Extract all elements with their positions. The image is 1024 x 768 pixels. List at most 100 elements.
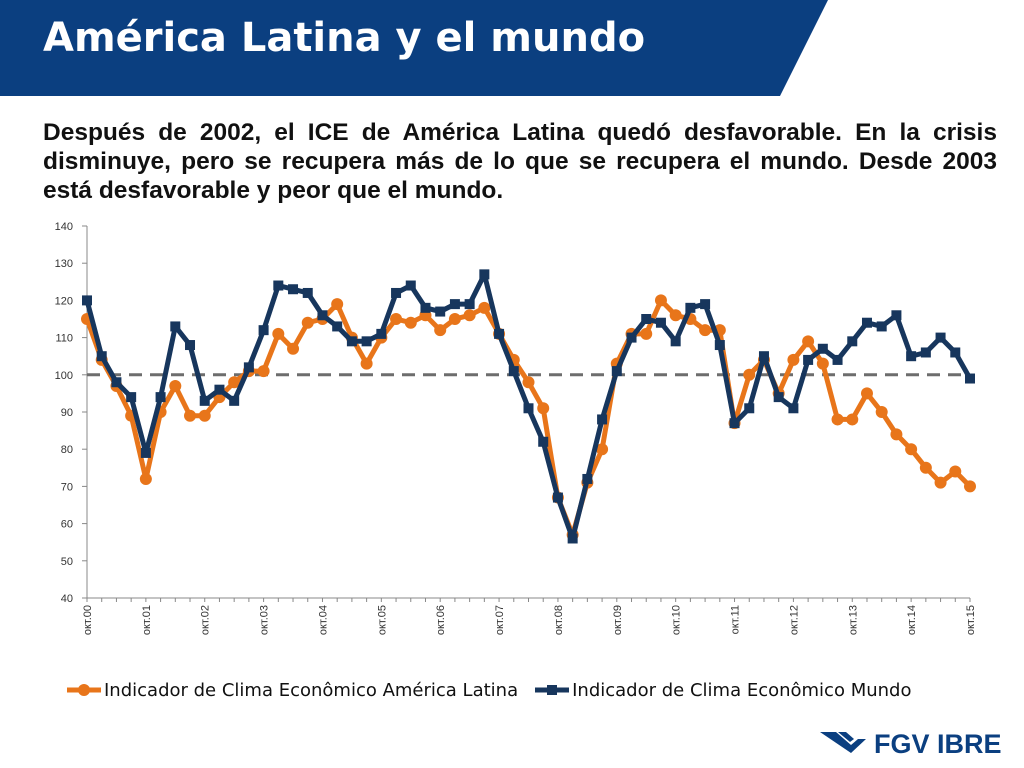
x-tick-label: окт.04: [317, 605, 329, 635]
data-point-world: [700, 299, 711, 310]
data-point-world: [803, 354, 814, 365]
data-point-world: [346, 336, 357, 347]
logo-chevron-icon: [820, 732, 866, 753]
data-point-world: [965, 373, 975, 384]
data-point-world: [538, 436, 549, 447]
data-point-world: [111, 377, 122, 388]
data-point-latin-america: [184, 409, 197, 422]
y-tick-label: 140: [55, 221, 73, 233]
data-point-world: [567, 533, 578, 544]
data-point-world: [332, 321, 343, 332]
legend-label-latin-america: Indicador de Clima Econômico América Lat…: [104, 679, 519, 701]
y-tick-label: 130: [55, 258, 73, 270]
data-point-latin-america: [434, 324, 447, 337]
data-point-world: [391, 287, 402, 298]
legend-entry-latin-america: Indicador de Clima Econômico América Lat…: [66, 680, 518, 701]
data-point-latin-america: [831, 413, 844, 426]
data-point-latin-america: [390, 313, 403, 325]
data-point-world: [641, 314, 652, 324]
data-point-world: [935, 332, 946, 343]
line-chart: 40 50 60 70 80 90 100 110 120 130 140 окт.00 окт.01…: [55, 221, 977, 635]
data-point-latin-america: [640, 327, 653, 340]
data-point-world: [744, 403, 755, 414]
data-point-world: [832, 354, 843, 365]
data-point-world: [420, 302, 431, 313]
data-point-latin-america: [934, 476, 947, 489]
data-point-world: [685, 302, 696, 313]
data-point-latin-america: [860, 387, 873, 400]
x-tick-label: окт.00: [82, 605, 94, 635]
data-point-latin-america: [272, 327, 285, 340]
data-point-latin-america: [301, 316, 314, 329]
x-tick-label: окт.02: [200, 605, 212, 635]
data-point-world: [155, 392, 166, 403]
data-point-world: [597, 414, 608, 425]
x-axis: окт.00 окт.01 окт.02 окт.03 окт.04 окт.05 окт.…: [82, 597, 977, 635]
data-point-world: [199, 395, 210, 406]
data-point-world: [876, 321, 887, 332]
y-tick-label: 60: [61, 519, 73, 531]
x-tick-label: окт.01: [141, 605, 153, 635]
data-point-world: [273, 280, 284, 291]
x-tick-label: окт.08: [553, 605, 565, 635]
y-tick-label: 100: [55, 370, 73, 382]
x-tick-label: окт.06: [435, 605, 447, 635]
data-point-latin-america: [596, 443, 609, 456]
data-point-world: [582, 473, 593, 484]
data-point-world: [82, 295, 92, 306]
data-point-world: [758, 351, 769, 362]
data-point-latin-america: [360, 357, 373, 370]
data-point-world: [861, 317, 872, 328]
banner-shape: [0, 0, 828, 96]
data-point-world: [405, 280, 416, 291]
data-point-latin-america: [699, 324, 712, 337]
data-point-latin-america: [802, 335, 815, 348]
data-point-world: [655, 317, 666, 328]
data-point-latin-america: [198, 409, 211, 422]
data-point-world: [361, 336, 372, 347]
x-tick-label: окт.09: [612, 605, 624, 635]
data-point-latin-america: [448, 313, 461, 325]
data-point-latin-america: [257, 365, 270, 378]
data-point-latin-america: [139, 472, 152, 485]
data-point-world: [435, 306, 446, 317]
data-point-latin-america: [846, 413, 859, 426]
y-tick-label: 80: [61, 444, 73, 456]
data-point-world: [376, 328, 387, 339]
data-point-world: [288, 284, 299, 295]
data-point-latin-america: [404, 316, 417, 329]
data-point-world: [670, 336, 681, 347]
legend-swatch-world: [535, 685, 570, 695]
series-world: [82, 269, 975, 544]
data-point-world: [950, 347, 961, 358]
data-point-world: [729, 418, 740, 429]
data-point-world: [185, 340, 196, 351]
y-tick-label: 110: [55, 333, 73, 345]
data-point-world: [891, 310, 902, 321]
data-point-world: [523, 403, 534, 414]
data-point-world: [788, 403, 799, 414]
data-point-latin-america: [905, 443, 918, 456]
data-point-latin-america: [463, 309, 476, 322]
data-point-world: [817, 343, 828, 354]
data-point-world: [552, 492, 563, 503]
data-point-world: [611, 366, 622, 377]
data-point-latin-america: [890, 428, 903, 441]
y-tick-label: 50: [61, 556, 73, 568]
data-point-world: [920, 347, 931, 358]
data-point-world: [626, 332, 637, 343]
data-point-latin-america: [654, 294, 667, 307]
data-point-world: [317, 310, 328, 321]
data-point-latin-america: [669, 309, 682, 322]
data-point-world: [214, 384, 225, 395]
x-tick-label: окт.14: [906, 605, 918, 635]
data-point-world: [494, 328, 505, 339]
data-point-world: [464, 299, 475, 310]
slide-subtitle: Después de 2002, el ICE de América Latin…: [43, 119, 997, 204]
data-point-world: [140, 447, 151, 458]
y-axis: 40 50 60 70 80 90 100 110 120 130 140: [55, 221, 88, 605]
x-tick-label: окт.11: [730, 605, 742, 634]
x-tick-label: окт.03: [259, 605, 271, 635]
data-point-latin-america: [875, 406, 888, 418]
data-point-latin-america: [816, 357, 829, 370]
